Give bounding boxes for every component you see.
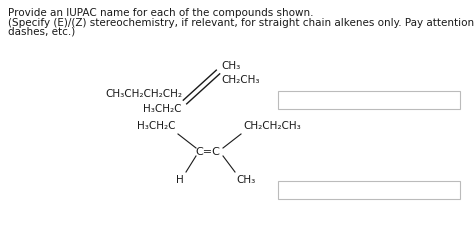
Text: C=C: C=C	[195, 147, 220, 157]
Text: CH₂CH₃: CH₂CH₃	[221, 75, 259, 85]
Text: H₃CH₂C: H₃CH₂C	[137, 121, 176, 131]
Bar	[278, 91, 460, 109]
Text: Provide an IUPAC name for each of the compounds shown.: Provide an IUPAC name for each of the co…	[8, 8, 313, 18]
Text: H: H	[176, 175, 184, 185]
Bar	[278, 181, 460, 199]
Text: (Specify (E)/(Z) stereochemistry, if relevant, for straight chain alkenes only. : (Specify (E)/(Z) stereochemistry, if rel…	[8, 18, 474, 28]
Text: CH₂CH₂CH₃: CH₂CH₂CH₃	[243, 121, 301, 131]
Text: CH₃: CH₃	[236, 175, 255, 185]
Text: H₃CH₂C: H₃CH₂C	[144, 104, 182, 114]
Text: CH₃CH₂CH₂CH₂: CH₃CH₂CH₂CH₂	[105, 89, 182, 99]
Text: CH₃: CH₃	[221, 61, 240, 71]
Text: dashes, etc.): dashes, etc.)	[8, 27, 75, 37]
